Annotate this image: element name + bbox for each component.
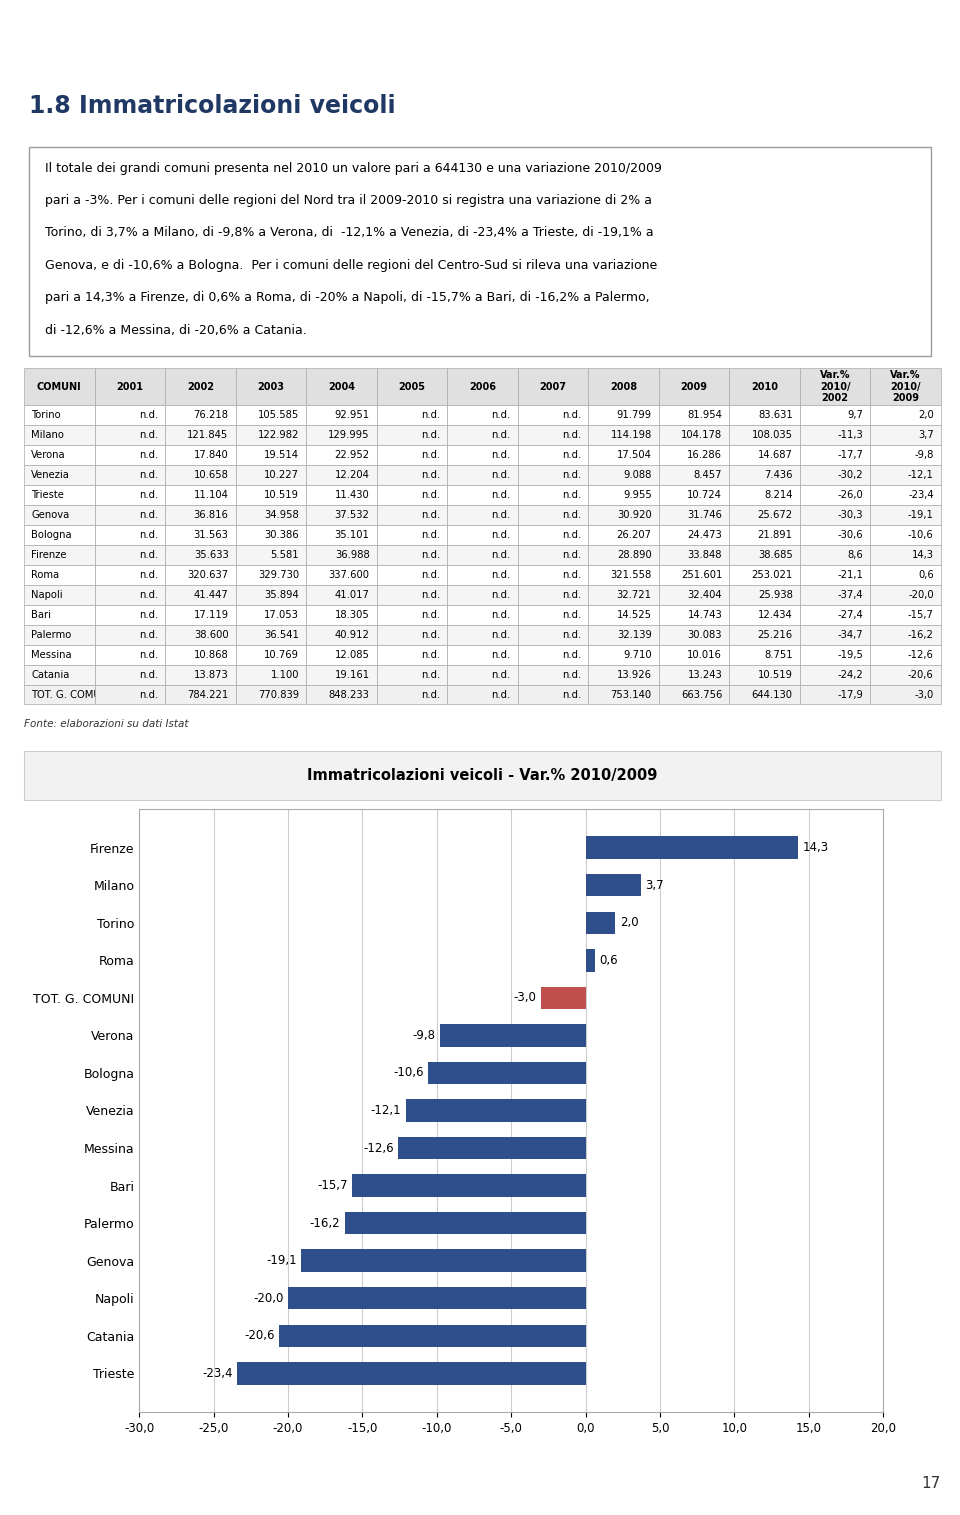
Text: pari a 14,3% a Firenze, di 0,6% a Roma, di -20% a Napoli, di -15,7% a Bari, di -: pari a 14,3% a Firenze, di 0,6% a Roma, … — [45, 291, 650, 305]
Text: -23,4: -23,4 — [203, 1367, 233, 1380]
Bar — [586, 874, 640, 897]
Bar — [288, 1286, 586, 1309]
Bar — [586, 912, 615, 935]
Bar — [440, 1024, 586, 1047]
Text: -20,6: -20,6 — [244, 1329, 275, 1342]
Text: -16,2: -16,2 — [309, 1217, 340, 1230]
Bar — [398, 1136, 586, 1159]
Text: Torino, di 3,7% a Milano, di -9,8% a Verona, di  -12,1% a Venezia, di -23,4% a T: Torino, di 3,7% a Milano, di -9,8% a Ver… — [45, 226, 654, 239]
Text: -20,0: -20,0 — [253, 1292, 283, 1304]
Text: 1.8 Immatricolazioni veicoli: 1.8 Immatricolazioni veicoli — [29, 94, 396, 118]
Bar — [405, 1100, 586, 1121]
Text: pari a -3%. Per i comuni delle regioni del Nord tra il 2009-2010 si registra una: pari a -3%. Per i comuni delle regioni d… — [45, 194, 652, 208]
Text: 2,0: 2,0 — [620, 917, 638, 929]
Bar — [301, 1250, 586, 1273]
Text: Fondazione per la Sicurezza Stradale: Fondazione per la Sicurezza Stradale — [739, 44, 868, 50]
Text: -15,7: -15,7 — [317, 1179, 348, 1192]
Bar — [345, 1212, 586, 1235]
Text: -19,1: -19,1 — [266, 1254, 297, 1267]
Text: di -12,6% a Messina, di -20,6% a Catania.: di -12,6% a Messina, di -20,6% a Catania… — [45, 324, 307, 336]
Text: Il totale dei grandi comuni presenta nel 2010 un valore pari a 644130 e una vari: Il totale dei grandi comuni presenta nel… — [45, 162, 661, 174]
Text: Immatricolazioni veicoli - Var.% 2010/2009: Immatricolazioni veicoli - Var.% 2010/20… — [307, 768, 658, 783]
Bar — [279, 1324, 586, 1347]
Bar — [352, 1174, 586, 1197]
Bar — [428, 1062, 586, 1085]
Text: Genova, e di -10,6% a Bologna.  Per i comuni delle regioni del Centro-Sud si ril: Genova, e di -10,6% a Bologna. Per i com… — [45, 259, 658, 271]
Text: -9,8: -9,8 — [412, 1029, 435, 1042]
Text: 3,7: 3,7 — [645, 879, 663, 892]
Text: ANIA: ANIA — [739, 15, 778, 29]
Bar — [540, 986, 586, 1009]
Text: -10,6: -10,6 — [393, 1067, 423, 1080]
Text: Fonte: elaborazioni su dati Istat: Fonte: elaborazioni su dati Istat — [24, 718, 188, 729]
Bar — [237, 1362, 586, 1385]
Text: -12,1: -12,1 — [371, 1104, 401, 1117]
Text: -3,0: -3,0 — [514, 991, 537, 1004]
Bar — [586, 836, 799, 859]
Text: 0,6: 0,6 — [599, 954, 617, 967]
Text: 17: 17 — [922, 1477, 941, 1491]
Text: 14,3: 14,3 — [803, 841, 829, 854]
Text: -12,6: -12,6 — [363, 1141, 394, 1154]
Text: ▲: ▲ — [678, 24, 691, 42]
Bar — [586, 948, 594, 971]
